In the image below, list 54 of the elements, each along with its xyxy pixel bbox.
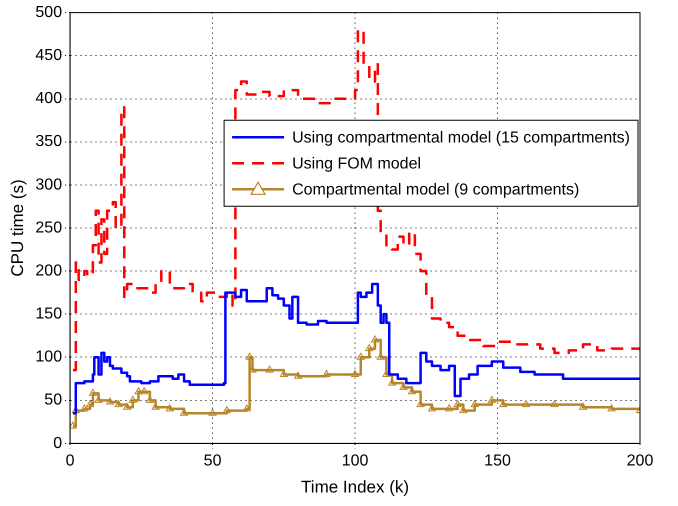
y-tick-label: 350 (35, 133, 62, 150)
point (416, 400, 425, 408)
point (80, 404, 88, 412)
point (166, 404, 174, 412)
legend-label: Using compartmental model (15 compartments) (292, 130, 630, 147)
point (134, 387, 142, 394)
y-tick-label: 300 (35, 176, 62, 194)
point (242, 404, 251, 412)
legend-label: Using FOM model (292, 156, 422, 173)
point (88, 388, 97, 396)
y-axis-title: CPU time (s) (8, 179, 27, 277)
point (608, 404, 616, 412)
point (470, 400, 479, 408)
y-tick-label: 250 (35, 219, 62, 236)
point (114, 400, 122, 408)
point (522, 400, 530, 408)
y-tick-label: 150 (35, 306, 62, 323)
point (550, 400, 558, 408)
point (371, 336, 379, 343)
y-tick-label: 500 (35, 4, 62, 22)
point (365, 344, 374, 352)
legend-label: Compartmental model (9 compartments) (292, 182, 580, 199)
y-tick-label: 0 (53, 434, 62, 452)
point (86, 400, 94, 408)
point (488, 396, 496, 403)
y-tick-label: 200 (35, 262, 62, 280)
x-axis-title: Time Index (k) (301, 477, 410, 496)
y-tick-label: 50 (44, 392, 62, 409)
point (445, 404, 454, 412)
point (140, 387, 148, 394)
point (388, 378, 396, 386)
point (294, 372, 302, 379)
point (128, 396, 137, 403)
point (579, 402, 587, 410)
point (106, 398, 114, 405)
y-tick-label: 100 (35, 348, 62, 366)
x-tick-label: 50 (204, 452, 222, 470)
x-tick-label: 0 (66, 452, 75, 470)
x-tick-label: 200 (626, 452, 654, 470)
point (222, 406, 231, 414)
x-tick-label: 150 (484, 452, 511, 470)
point (123, 402, 132, 410)
point (208, 408, 217, 416)
x-tick-label: 100 (342, 452, 368, 470)
point (70, 422, 77, 429)
point (459, 406, 468, 414)
point (322, 370, 331, 377)
point (351, 370, 360, 377)
y-tick-label: 400 (35, 90, 62, 108)
point (454, 400, 462, 408)
point (246, 352, 254, 360)
point (356, 352, 365, 360)
point (266, 366, 274, 373)
y-tick-label: 450 (35, 47, 62, 64)
